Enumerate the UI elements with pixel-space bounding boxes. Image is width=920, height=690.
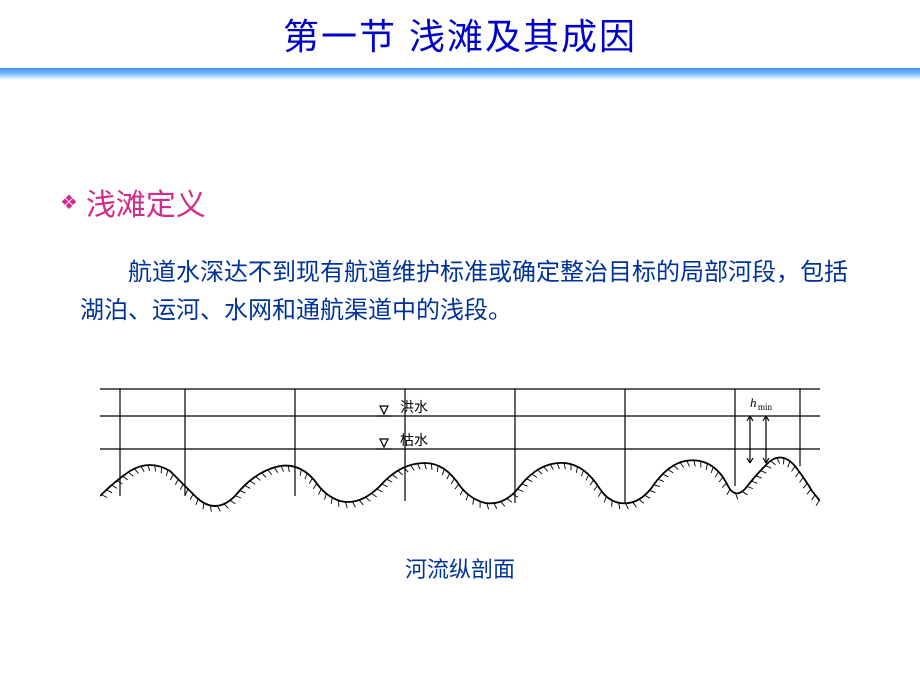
content-area: ❖ 浅滩定义 航道水深达不到现有航道维护标准或确定整治目标的局部河段，包括湖泊、… [0,80,920,584]
svg-text:洪水: 洪水 [400,399,428,415]
subtitle: 浅滩定义 [86,180,206,224]
bullet-icon: ❖ [60,190,78,215]
definition-text: 航道水深达不到现有航道维护标准或确定整治目标的局部河段，包括湖泊、运河、水网和通… [60,254,860,331]
diagram-caption: 河流纵剖面 [100,552,820,584]
diagram-container: 洪水枯水 hmin 河流纵剖面 [100,371,820,584]
river-profile-diagram: 洪水枯水 hmin [100,371,820,531]
svg-text:h: h [750,395,757,410]
subtitle-row: ❖ 浅滩定义 [60,180,860,224]
page-title: 第一节 浅滩及其成因 [0,0,920,68]
title-divider [0,68,920,80]
svg-text:枯水: 枯水 [400,432,428,448]
svg-text:min: min [758,402,773,412]
